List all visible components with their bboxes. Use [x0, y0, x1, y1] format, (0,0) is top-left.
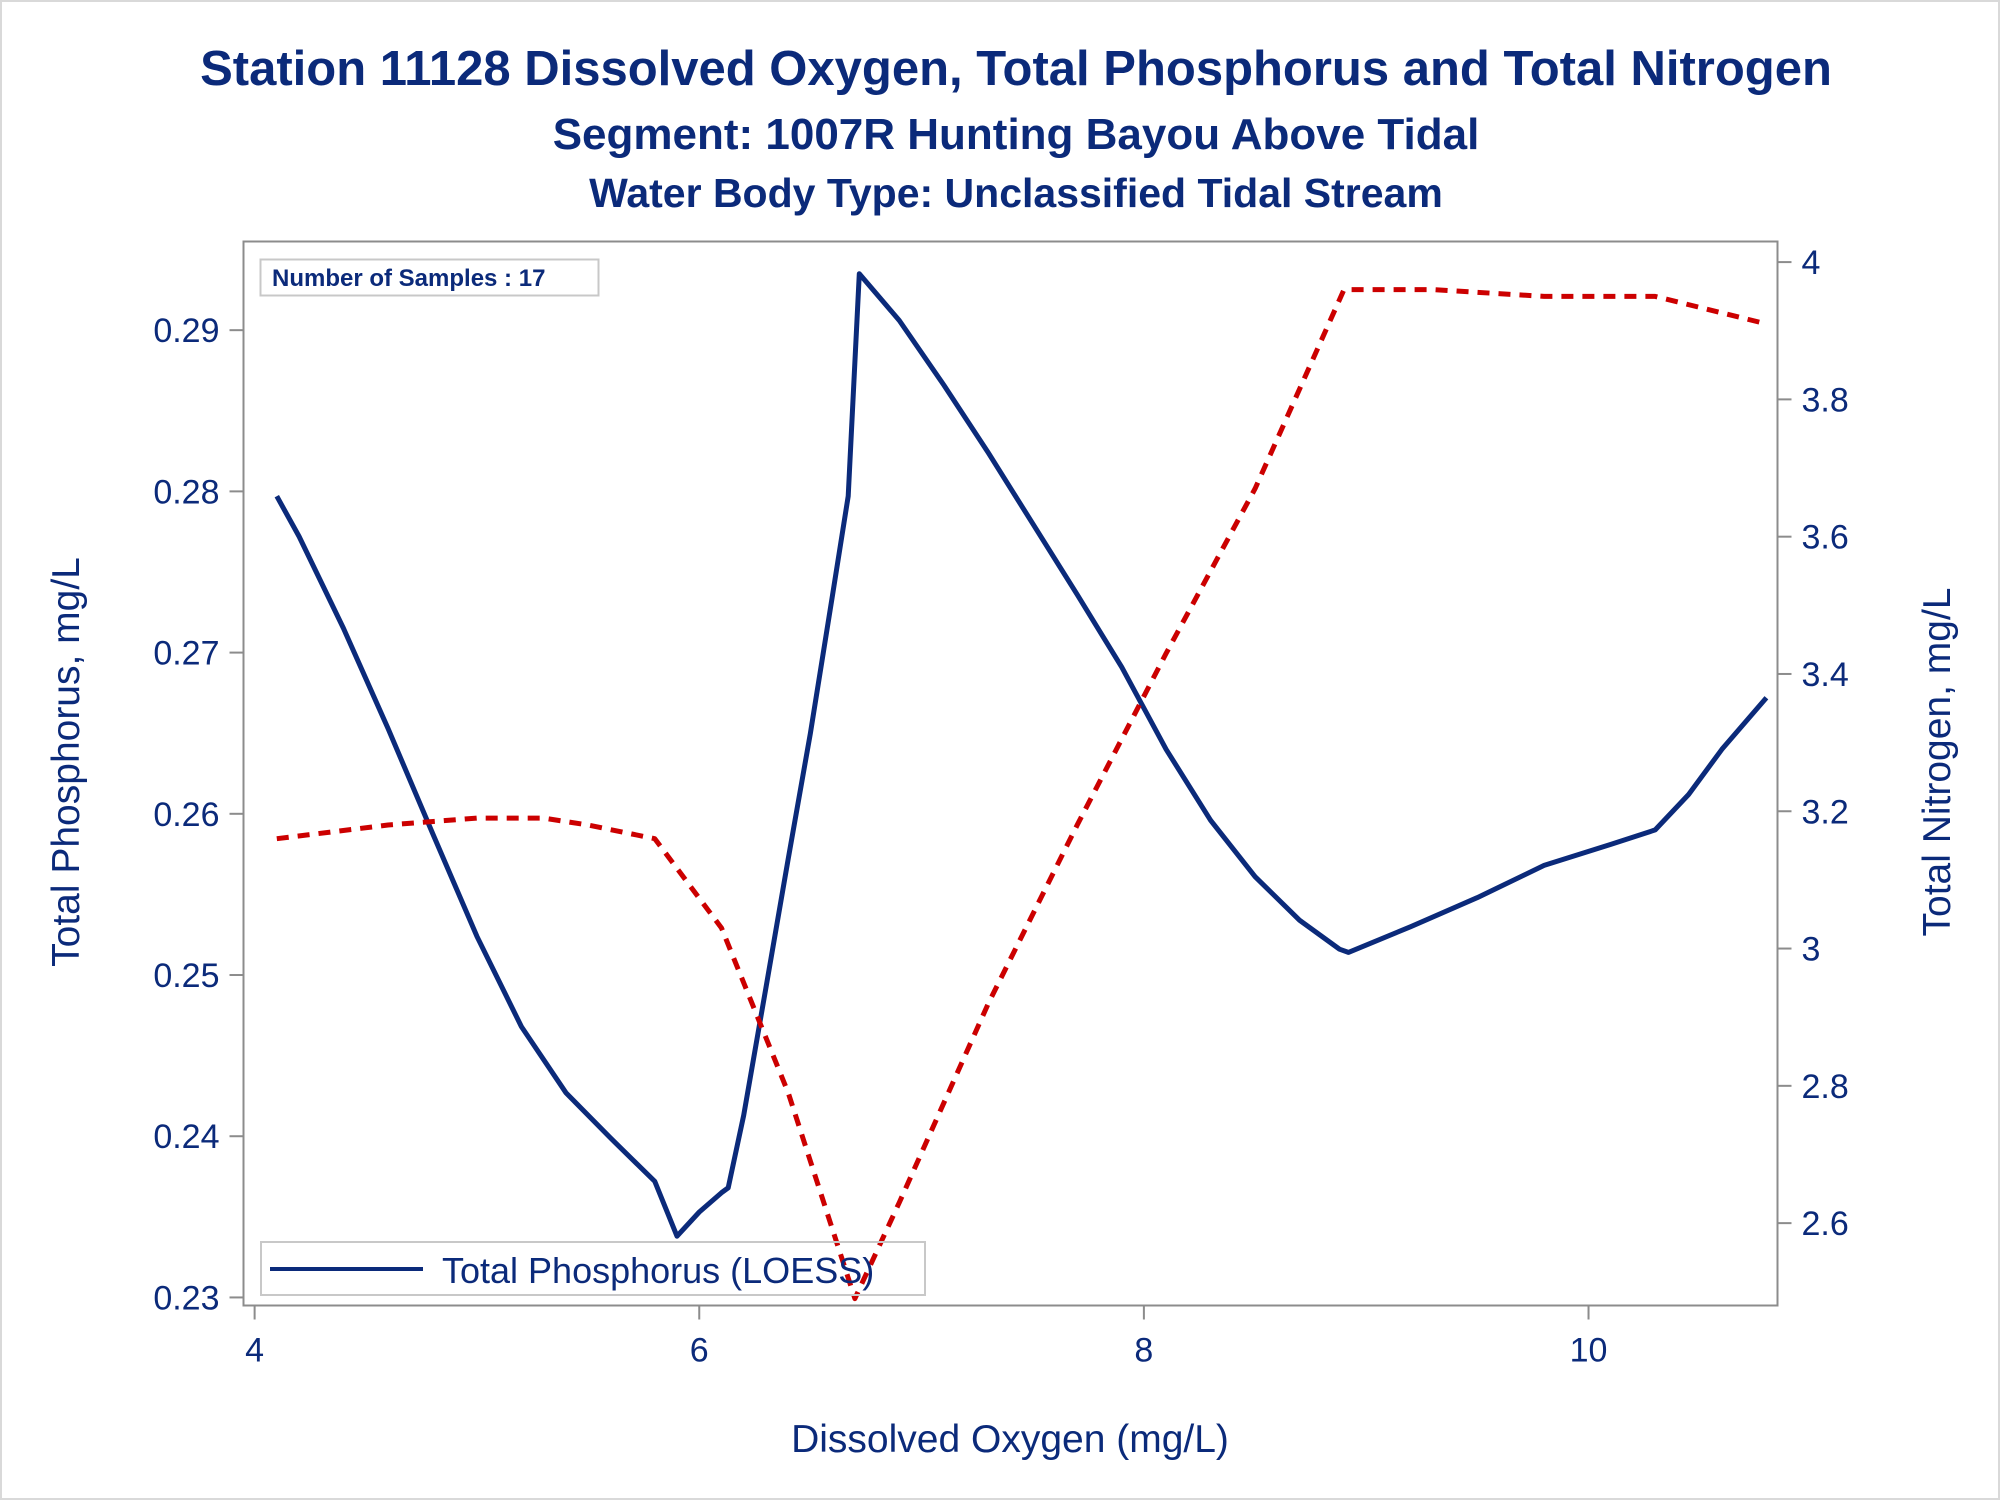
- y-tick-label: 0.29: [153, 312, 219, 350]
- x-tick-label: 10: [1570, 1332, 1608, 1370]
- series-line-phosphorus: [274, 271, 1769, 1239]
- y2-axis-ticks: 2.6 2.8 3 3.2 3.4 3.6 3.8 4: [1777, 244, 1849, 1243]
- y2-tick-label: 2.6: [1802, 1205, 1849, 1243]
- sample-count-box: [259, 258, 600, 297]
- series-group: [274, 271, 1769, 1302]
- chart-title: Station 11128 Dissolved Oxygen, Total Ph…: [200, 42, 1832, 96]
- y-tick-label: 0.28: [153, 473, 219, 511]
- legend-box: [260, 1241, 926, 1296]
- x-axis-ticks: 4 6 8 10: [245, 1305, 1608, 1370]
- y2-tick-label: 4: [1802, 244, 1821, 282]
- x-tick-label: 4: [245, 1332, 264, 1370]
- plot-area: [242, 240, 1779, 1307]
- y2-axis-label: Total Nitrogen, mg/L: [1916, 587, 1959, 936]
- chart-subtitle-2: Water Body Type: Unclassified Tidal Stre…: [589, 170, 1443, 216]
- sample-count-label: Number of Samples : 17: [272, 265, 545, 292]
- y-tick-label: 0.23: [153, 1279, 219, 1317]
- series-line-nitrogen: [276, 287, 1768, 1302]
- x-axis-label: Dissolved Oxygen (mg/L): [791, 1418, 1229, 1461]
- chart-subtitle: Segment: 1007R Hunting Bayou Above Tidal: [553, 110, 1480, 159]
- y2-tick-label: 3.4: [1802, 656, 1849, 694]
- y2-tick-label: 3.2: [1802, 793, 1849, 831]
- y-tick-label: 0.26: [153, 796, 219, 834]
- y2-tick-label: 3: [1802, 931, 1821, 969]
- y-tick-label: 0.24: [153, 1118, 219, 1156]
- sample-count-inset: Number of Samples : 17: [259, 258, 600, 297]
- y-axis-label: Total Phosphorus, mg/L: [45, 557, 88, 967]
- y-tick-label: 0.27: [153, 635, 219, 673]
- y-axis-ticks: 0.23 0.24 0.25 0.26 0.27 0.28 0.29: [153, 312, 244, 1317]
- x-tick-label: 8: [1134, 1332, 1153, 1370]
- legend: Total Phosphorus (LOESS): [260, 1241, 926, 1296]
- y2-tick-label: 2.8: [1802, 1068, 1849, 1106]
- y2-tick-label: 3.8: [1802, 381, 1849, 419]
- y2-tick-label: 3.6: [1802, 519, 1849, 557]
- y-tick-label: 0.25: [153, 957, 219, 995]
- x-tick-label: 6: [690, 1332, 709, 1370]
- legend-label-phosphorus: Total Phosphorus (LOESS): [442, 1250, 874, 1291]
